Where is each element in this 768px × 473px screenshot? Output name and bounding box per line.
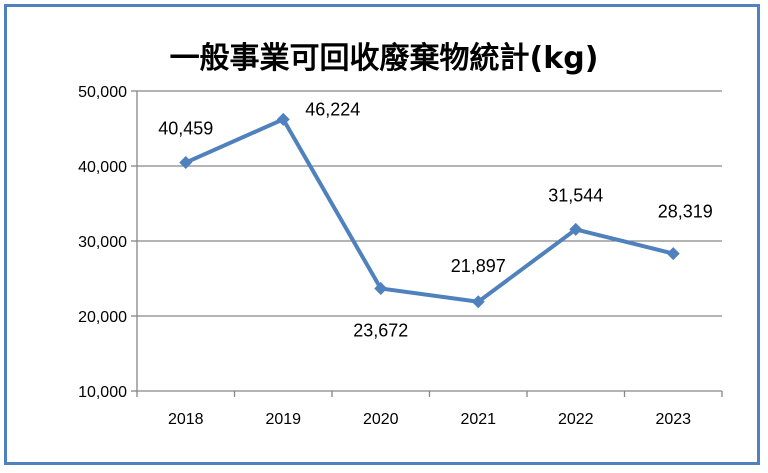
data-label: 31,544 <box>548 185 603 205</box>
series-line <box>184 117 674 304</box>
x-tick-label: 2023 <box>655 411 691 428</box>
y-tick-label: 10,000 <box>78 384 127 401</box>
x-tick-label: 2018 <box>168 411 204 428</box>
y-tick-label: 40,000 <box>78 159 127 176</box>
data-label: 28,319 <box>658 202 713 222</box>
data-label: 40,459 <box>158 119 213 139</box>
y-tick-label: 30,000 <box>78 234 127 251</box>
data-label: 21,897 <box>451 256 506 276</box>
chart-frame <box>4 4 760 465</box>
x-tick-label: 2019 <box>265 411 301 428</box>
x-tick-label: 2020 <box>363 411 399 428</box>
data-point <box>666 247 680 261</box>
y-tick-label: 20,000 <box>78 309 127 326</box>
data-point <box>276 112 290 126</box>
data-point <box>471 295 485 309</box>
data-point <box>179 156 193 170</box>
x-tick-label: 2022 <box>558 411 594 428</box>
data-label: 46,224 <box>305 99 360 119</box>
x-tick-label: 2021 <box>460 411 496 428</box>
chart-title: 一般事業可回收廢棄物統計(kg) <box>170 41 599 76</box>
y-tick-label: 50,000 <box>78 84 127 101</box>
data-point <box>569 222 583 236</box>
data-label: 23,672 <box>353 320 408 340</box>
data-point <box>374 281 388 295</box>
